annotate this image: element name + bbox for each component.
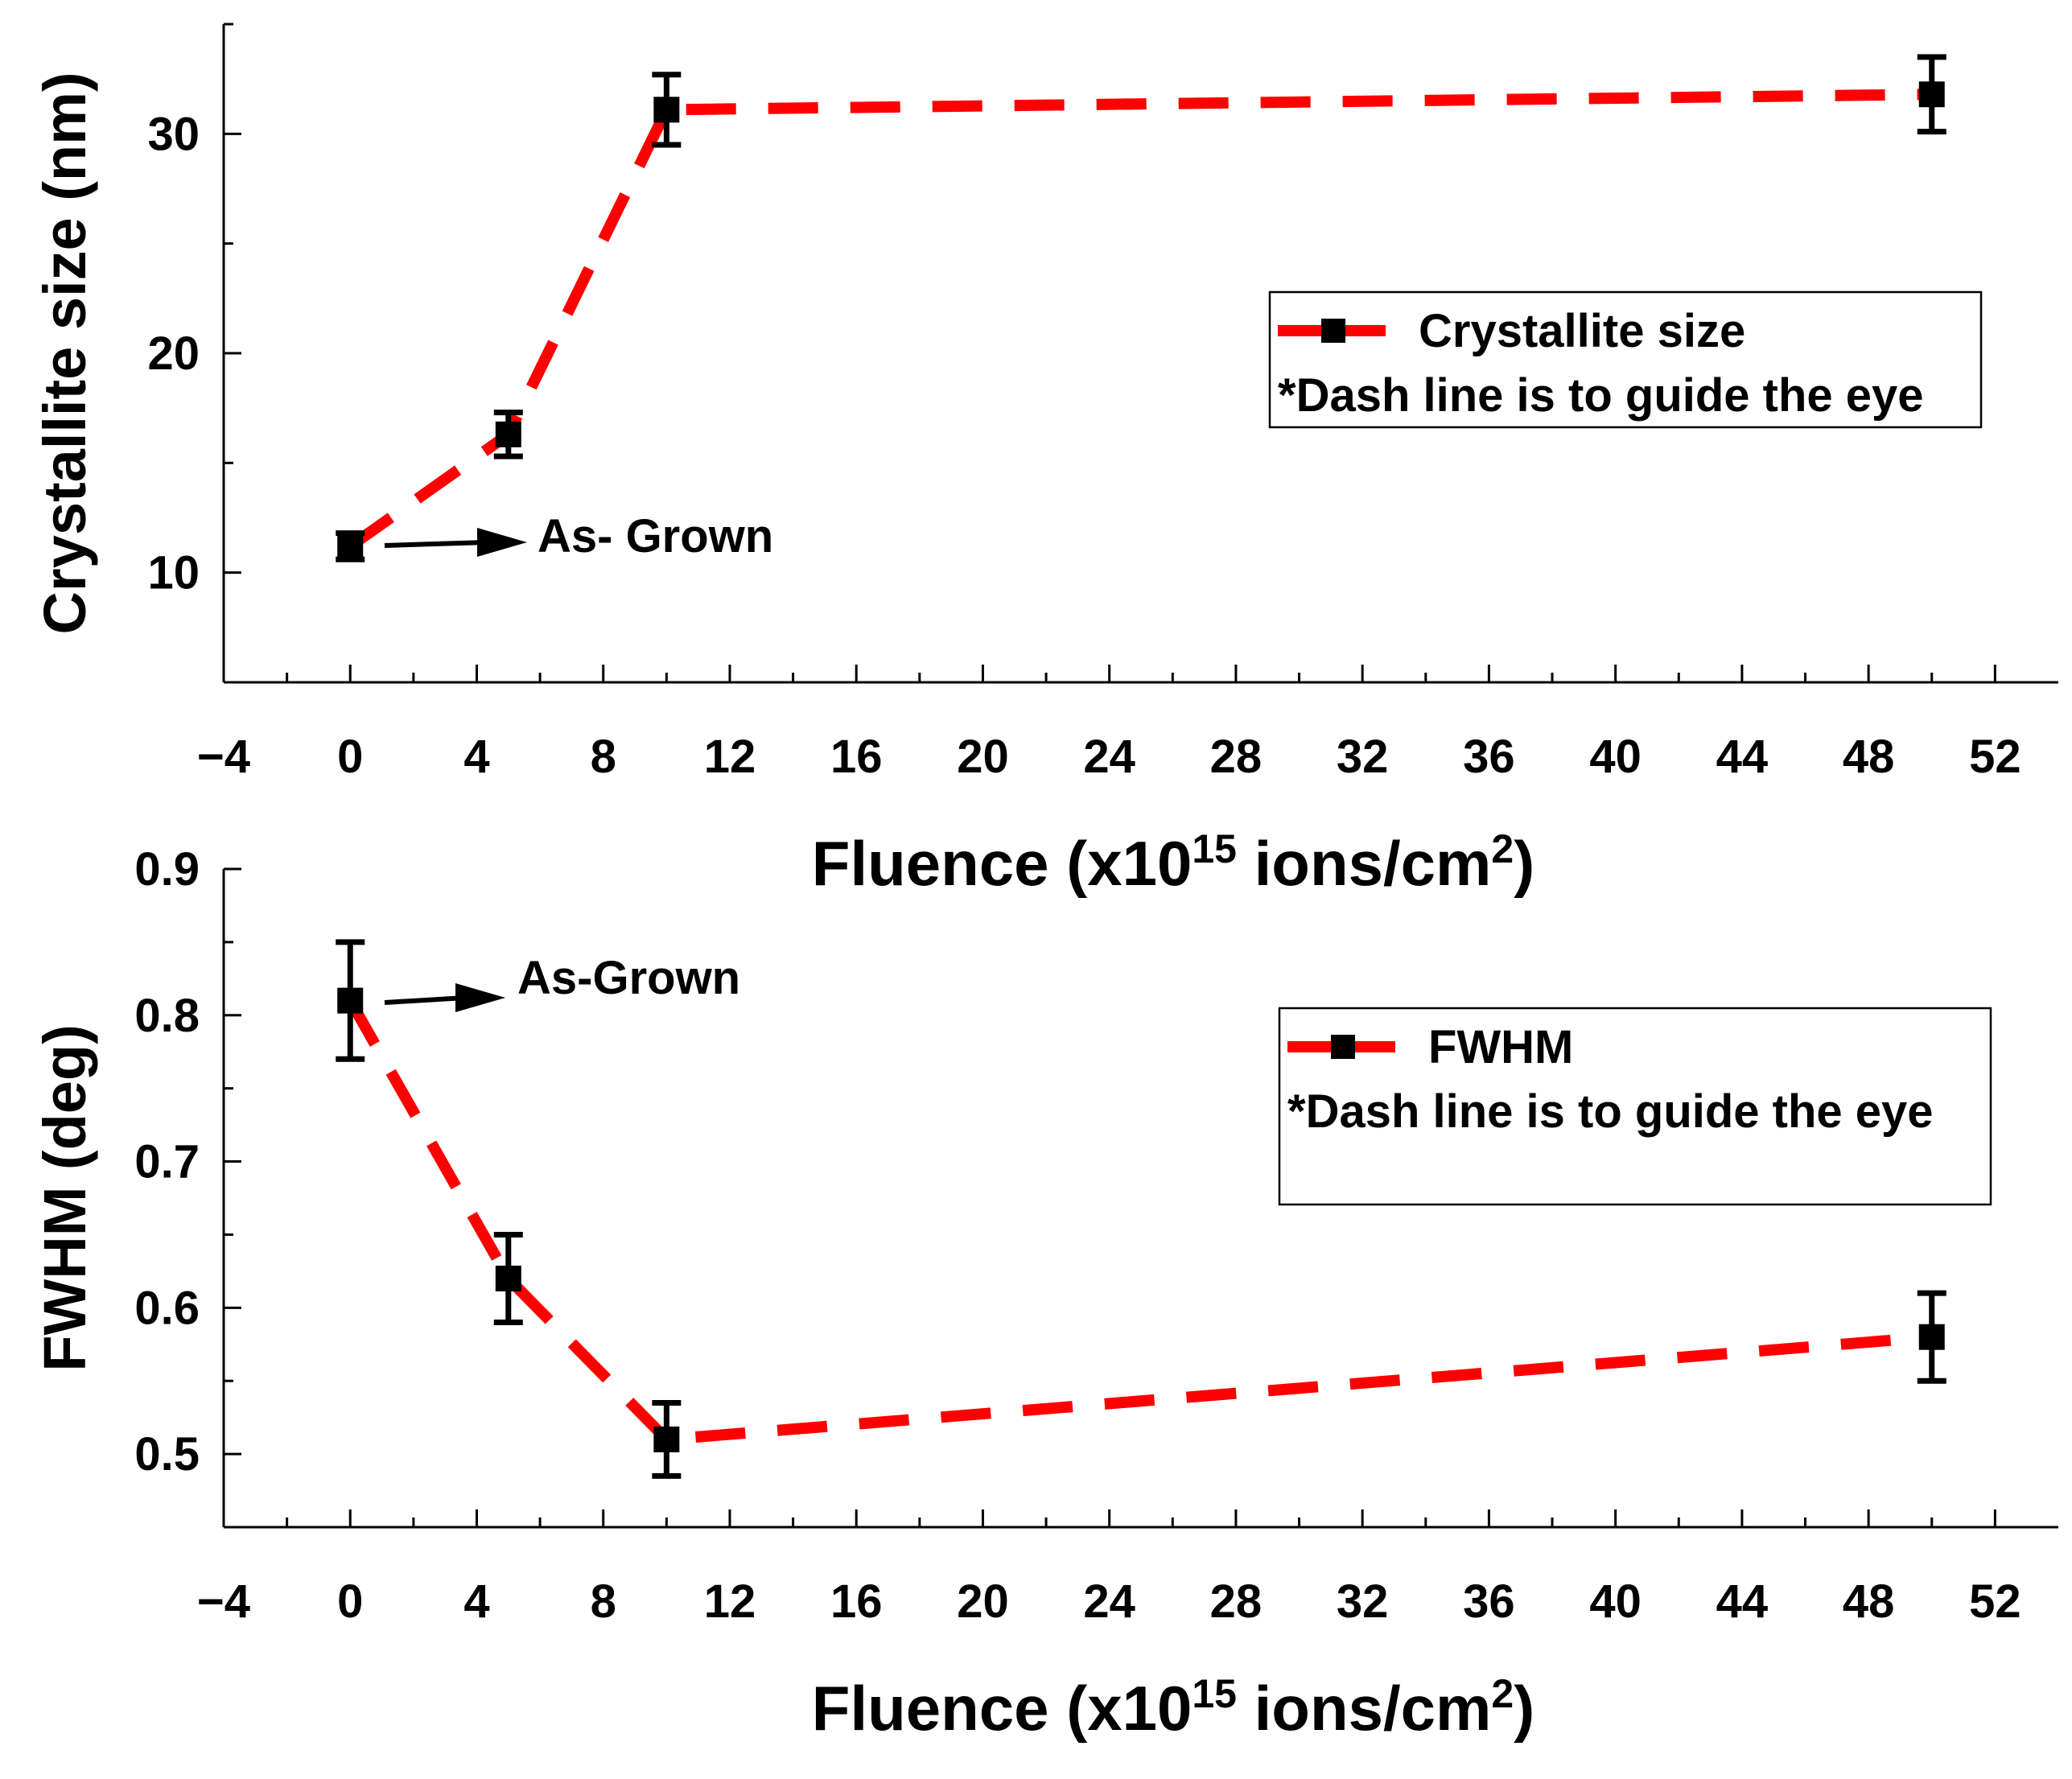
y-tick-label: 30: [147, 108, 200, 160]
x-tick-label: 48: [1843, 1575, 1895, 1628]
legend: FWHM *Dash line is to guide the eye: [1278, 1007, 1992, 1206]
series-line: [345, 998, 1933, 1446]
x-axis-title-exponent: 2: [1491, 1671, 1514, 1716]
chart-panel-0: −4 0 4 8 12 16 20 24 28 32 36 40 44 48 52102030Crystal…: [31, 23, 2058, 899]
x-tick-label: 12: [704, 731, 756, 783]
x-tick-label: 44: [1716, 731, 1769, 783]
chart-panel-1: −4 0 4 8 12 16 20 24 28 32 36 40 44 48 520.50.60.70.80…: [31, 843, 2058, 1744]
annotation: As-Grown: [384, 952, 740, 1012]
y-axis-title: FWHM (deg): [31, 1024, 98, 1372]
data-point: [1918, 1324, 1945, 1350]
x-axis-title-exponent: 15: [1192, 1671, 1237, 1716]
y-tick-label: 20: [147, 327, 200, 380]
x-tick-label: 44: [1716, 1575, 1769, 1628]
x-tick-label: 0: [337, 731, 363, 783]
x-axis-title-main: Fluence (x10: [812, 1673, 1193, 1744]
annotation-label: As-Grown: [517, 952, 740, 1004]
x-tick-label: 36: [1463, 1575, 1515, 1628]
legend-marker-swatch: [1331, 1035, 1355, 1059]
legend-note: *Dash line is to guide the eye: [1278, 369, 1924, 422]
legend-box: [1268, 290, 1983, 429]
x-axis-title-exponent: 15: [1192, 826, 1237, 871]
legend-entry-label: FWHM: [1428, 1021, 1573, 1073]
legend: Crystallite size *Dash line is to guide t…: [1268, 290, 1983, 429]
x-axis-title: Fluence (x1015 ions/cm2): [812, 826, 1534, 899]
x-tick-label: 36: [1463, 731, 1515, 783]
x-tick-label: 4: [463, 1575, 489, 1628]
x-tick-label: 4: [463, 731, 489, 783]
x-tick-label: 24: [1083, 731, 1135, 783]
x-axis-title-close: ): [1514, 1673, 1534, 1744]
legend-box: [1278, 1007, 1992, 1206]
y-tick-label: 0.7: [134, 1136, 200, 1188]
data-point: [653, 97, 680, 123]
legend-marker-swatch: [1321, 319, 1345, 343]
x-tick-label: 24: [1083, 1575, 1135, 1628]
series-line: [347, 89, 1932, 551]
annotation: As- Grown: [384, 510, 773, 562]
legend-entry-label: Crystallite size: [1419, 305, 1745, 357]
y-tick-label: 0.9: [134, 843, 200, 896]
x-tick-label: 40: [1589, 731, 1642, 783]
x-tick-label: 32: [1337, 1575, 1389, 1628]
x-tick-label: 32: [1337, 731, 1389, 783]
data-point: [337, 533, 364, 559]
data-point: [495, 421, 521, 447]
y-tick-label: 10: [147, 547, 200, 599]
x-tick-label: 0: [337, 1575, 363, 1628]
x-tick-label: 20: [957, 731, 1009, 783]
annotation-arrow-shaft: [384, 540, 488, 548]
x-axis-title: Fluence (x1015 ions/cm2): [812, 1671, 1534, 1744]
x-tick-label: 16: [830, 1575, 883, 1628]
data-point: [495, 1265, 521, 1291]
x-axis-title-unit: ions/cm: [1237, 828, 1491, 899]
data-point: [337, 987, 364, 1014]
annotation-arrow-head: [455, 983, 505, 1012]
x-axis-title-close: ): [1514, 828, 1534, 899]
x-axis-title-unit: ions/cm: [1237, 1673, 1491, 1744]
x-tick-label: 28: [1210, 731, 1263, 783]
annotation-label: As- Grown: [538, 510, 773, 562]
x-tick-label: −4: [197, 731, 250, 783]
x-tick-label: 48: [1843, 731, 1895, 783]
data-point: [653, 1426, 680, 1452]
x-axis-title-exponent: 2: [1491, 826, 1514, 871]
x-tick-label: 28: [1210, 1575, 1263, 1628]
annotation-arrow-shaft: [384, 995, 466, 1005]
y-tick-label: 0.5: [134, 1428, 200, 1480]
legend-note: *Dash line is to guide the eye: [1287, 1085, 1934, 1138]
x-tick-label: 12: [704, 1575, 756, 1628]
y-tick-label: 0.8: [134, 990, 200, 1042]
x-tick-label: 52: [1969, 1575, 2021, 1628]
x-tick-label: 20: [957, 1575, 1009, 1628]
annotation-arrow-head: [477, 528, 527, 557]
y-axis-title: Crystallite size (nm): [31, 72, 98, 634]
x-tick-label: 52: [1969, 731, 2021, 783]
x-tick-label: 8: [591, 1575, 616, 1628]
x-tick-label: 8: [591, 731, 616, 783]
x-axis-title-main: Fluence (x10: [812, 828, 1193, 899]
y-tick-label: 0.6: [134, 1282, 200, 1334]
x-tick-label: 40: [1589, 1575, 1642, 1628]
x-tick-label: 16: [830, 731, 883, 783]
data-point: [1918, 81, 1945, 108]
x-tick-label: −4: [197, 1575, 250, 1628]
